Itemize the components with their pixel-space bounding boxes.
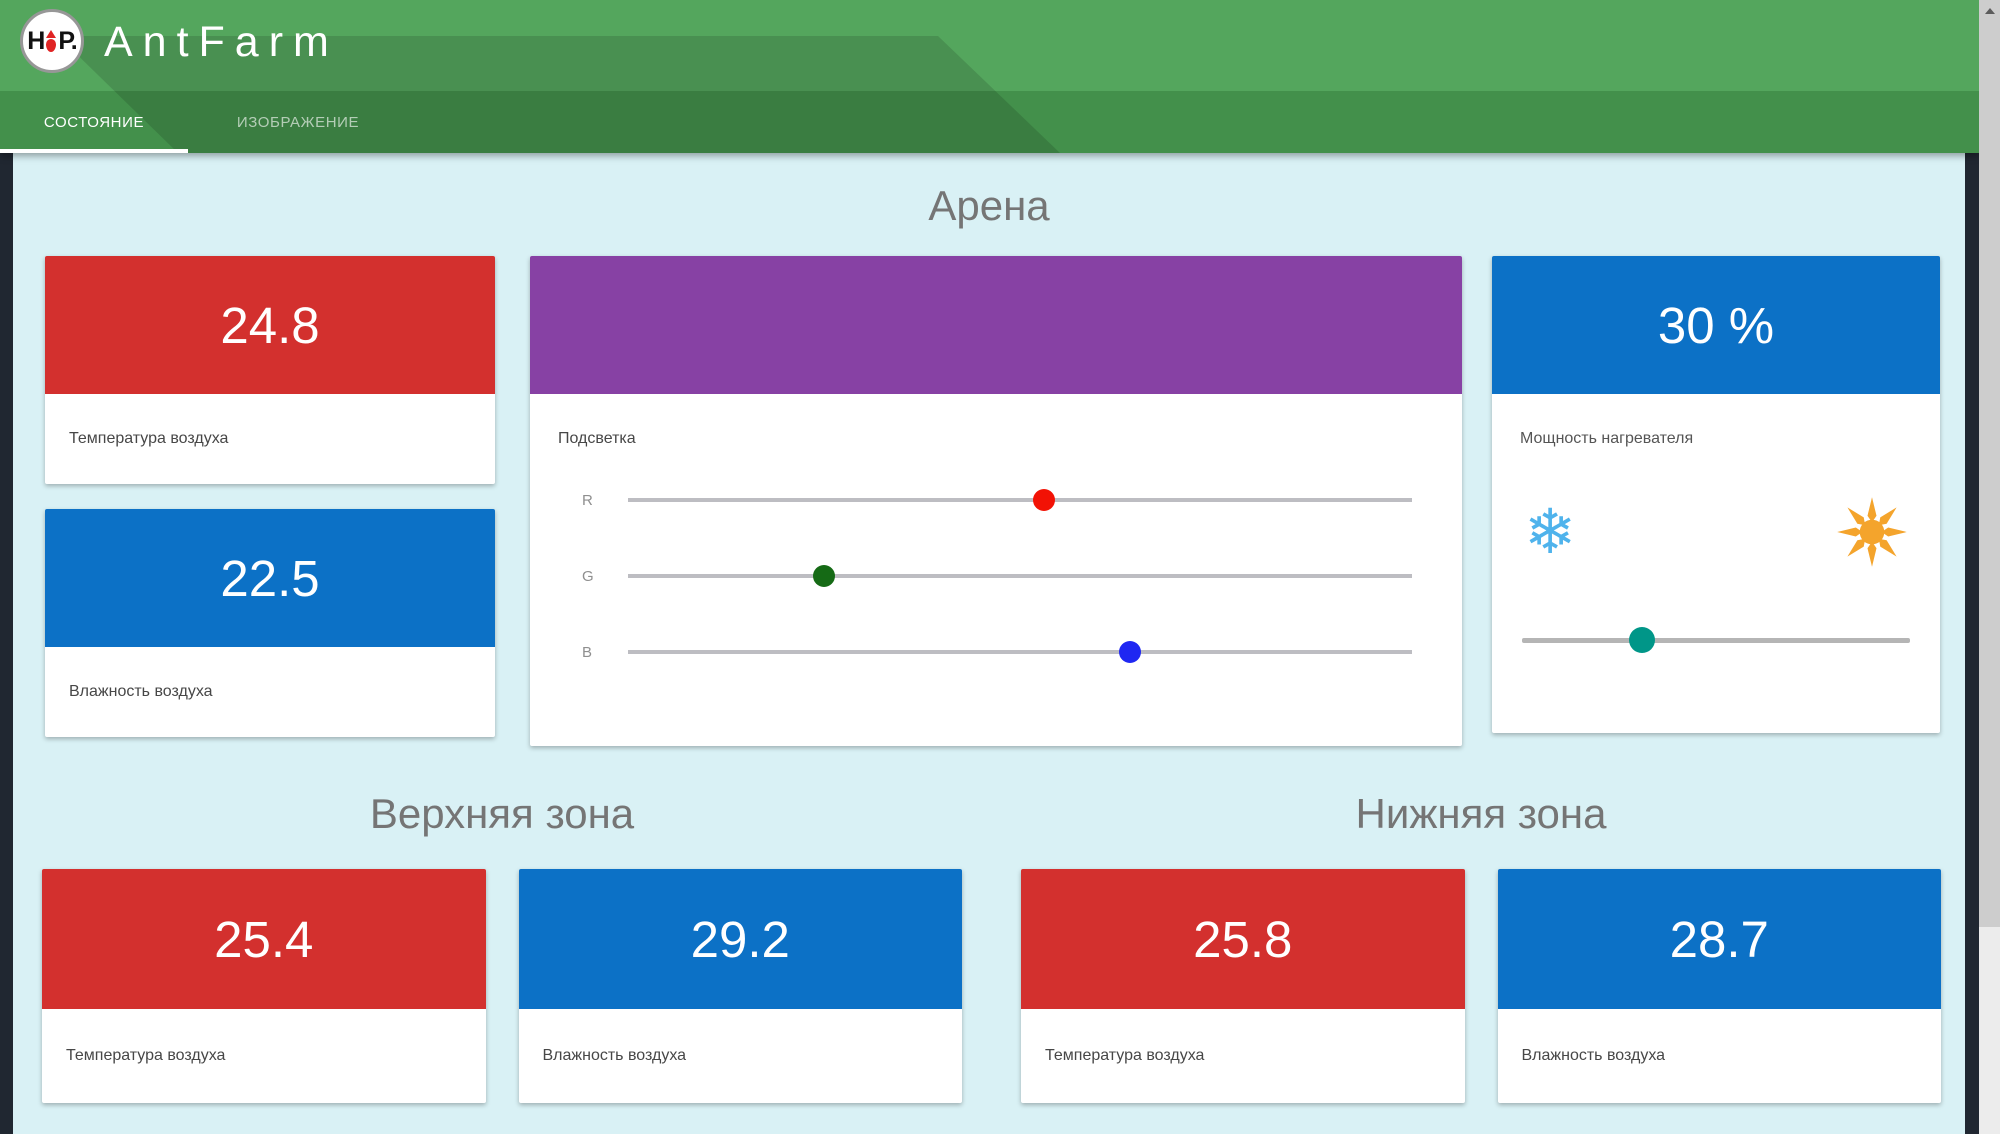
arena-sensor-column: 24.8 Температура воздуха 22.5 Влажность …	[45, 256, 495, 737]
humidity-label: Влажность воздуха	[542, 1047, 687, 1064]
blue-slider-thumb[interactable]	[1118, 641, 1141, 663]
card-body: Влажность воздуха	[45, 647, 495, 737]
heater-power-slider[interactable]	[1520, 626, 1912, 654]
card-body: Температура воздуха	[42, 1009, 486, 1103]
slider-track[interactable]	[628, 650, 1412, 654]
header-top-bar	[0, 0, 1979, 91]
logo-monogram: H P.	[27, 26, 77, 56]
lower-zone-cards: 25.8 Температура воздуха 28.7 Влажность …	[1021, 869, 1941, 1103]
upper-zone-section: Верхняя зона 25.4 Температура воздуха 29…	[42, 790, 962, 1103]
temperature-value: 25.4	[214, 910, 314, 968]
heater-icons-row: ❄	[1520, 494, 1912, 570]
temperature-value-banner: 25.8	[1021, 869, 1465, 1009]
heater-value-banner: 30 %	[1492, 256, 1940, 394]
temperature-label: Температура воздуха	[69, 430, 229, 447]
humidity-value-banner: 28.7	[1497, 869, 1941, 1009]
card-body: Температура воздуха	[45, 394, 495, 484]
humidity-value: 29.2	[690, 910, 790, 968]
heater-column: 30 % Мощность нагревателя ❄	[1492, 256, 1940, 733]
temperature-label: Температура воздуха	[66, 1047, 226, 1064]
ant-icon	[46, 30, 57, 52]
upper-zone-cards: 25.4 Температура воздуха 29.2 Влажность …	[42, 869, 962, 1103]
slider-track[interactable]	[628, 574, 1412, 578]
scrollbar-up-button[interactable]	[1979, 0, 2000, 22]
backlight-slider-row-b: B	[558, 640, 1428, 664]
humidity-label: Влажность воздуха	[1521, 1047, 1666, 1064]
temperature-value-banner: 24.8	[45, 256, 495, 394]
app-logo-icon: H P.	[20, 9, 84, 73]
heater-value: 30 %	[1657, 296, 1775, 354]
blue-channel-slider[interactable]	[628, 640, 1412, 664]
tab-state[interactable]: СОСТОЯНИЕ	[0, 91, 188, 153]
card-body: Влажность воздуха	[1498, 1009, 1942, 1103]
humidity-value-banner: 22.5	[45, 509, 495, 647]
lower-zone-temperature-card: 25.8 Температура воздуха	[1021, 869, 1465, 1103]
upper-zone-title: Верхняя зона	[369, 790, 635, 837]
arena-cards-row: 24.8 Температура воздуха 22.5 Влажность …	[13, 230, 1965, 746]
temperature-label: Температура воздуха	[1045, 1047, 1205, 1064]
upper-zone-humidity-card: 29.2 Влажность воздуха	[518, 869, 963, 1103]
heater-card: 30 % Мощность нагревателя ❄	[1492, 256, 1940, 733]
backlight-body: Подсветка R G	[530, 394, 1462, 746]
temperature-value-banner: 25.4	[42, 869, 486, 1009]
scrollbar-thumb[interactable]	[1979, 22, 2000, 927]
slider-track[interactable]	[1522, 638, 1910, 643]
humidity-value-banner: 29.2	[518, 869, 962, 1009]
backlight-column: Подсветка R G	[530, 256, 1462, 746]
channel-label-b: B	[582, 643, 593, 661]
tab-image[interactable]: ИЗОБРАЖЕНИЕ	[236, 113, 360, 131]
main-content: Арена 24.8 Температура воздуха 22.5	[13, 153, 1965, 1134]
lower-zone-title: Нижняя зона	[1355, 790, 1607, 837]
heater-label: Мощность нагревателя	[1520, 430, 1694, 447]
lower-zone-humidity-card: 28.7 Влажность воздуха	[1497, 869, 1942, 1103]
humidity-label: Влажность воздуха	[69, 683, 213, 700]
temperature-value: 25.8	[1193, 910, 1293, 968]
snowflake-icon: ❄	[1524, 495, 1576, 568]
card-body: Температура воздуха	[1021, 1009, 1465, 1103]
arena-temperature-card: 24.8 Температура воздуха	[45, 256, 495, 484]
slider-track[interactable]	[628, 498, 1412, 502]
card-body: Влажность воздуха	[519, 1009, 963, 1103]
backlight-slider-row-r: R	[558, 488, 1428, 512]
logo-letter-h: H	[27, 26, 45, 55]
lower-zone-section: Нижняя зона 25.8 Температура воздуха 28.…	[1021, 790, 1941, 1103]
arena-section-title: Арена	[928, 182, 1050, 229]
chevron-up-icon	[1984, 8, 1995, 14]
heater-slider-thumb[interactable]	[1628, 627, 1655, 653]
app-header: СОСТОЯНИЕ ИЗОБРАЖЕНИЕ H P. AntFarm	[0, 0, 1979, 153]
heater-body: Мощность нагревателя ❄	[1492, 394, 1940, 733]
backlight-color-preview	[530, 256, 1462, 394]
red-channel-slider[interactable]	[628, 488, 1412, 512]
red-slider-thumb[interactable]	[1032, 489, 1055, 511]
tab-bar: СОСТОЯНИЕ ИЗОБРАЖЕНИЕ	[0, 91, 1979, 153]
backlight-label: Подсветка	[558, 430, 636, 447]
backlight-card: Подсветка R G	[530, 256, 1462, 746]
app-title: AntFarm	[104, 18, 339, 66]
humidity-value: 28.7	[1669, 910, 1769, 968]
upper-zone-temperature-card: 25.4 Температура воздуха	[42, 869, 486, 1103]
browser-scrollbar[interactable]	[1979, 0, 2000, 1134]
logo-letter-p: P.	[58, 26, 77, 55]
arena-humidity-card: 22.5 Влажность воздуха	[45, 509, 495, 737]
channel-label-g: G	[582, 567, 594, 585]
backlight-slider-row-g: G	[558, 564, 1428, 588]
green-channel-slider[interactable]	[628, 564, 1412, 588]
temperature-value: 24.8	[220, 296, 320, 354]
humidity-value: 22.5	[220, 549, 320, 607]
channel-label-r: R	[582, 491, 593, 509]
zones-row: Верхняя зона 25.4 Температура воздуха 29…	[13, 790, 1965, 1103]
sun-icon	[1836, 496, 1908, 568]
green-slider-thumb[interactable]	[813, 565, 835, 587]
